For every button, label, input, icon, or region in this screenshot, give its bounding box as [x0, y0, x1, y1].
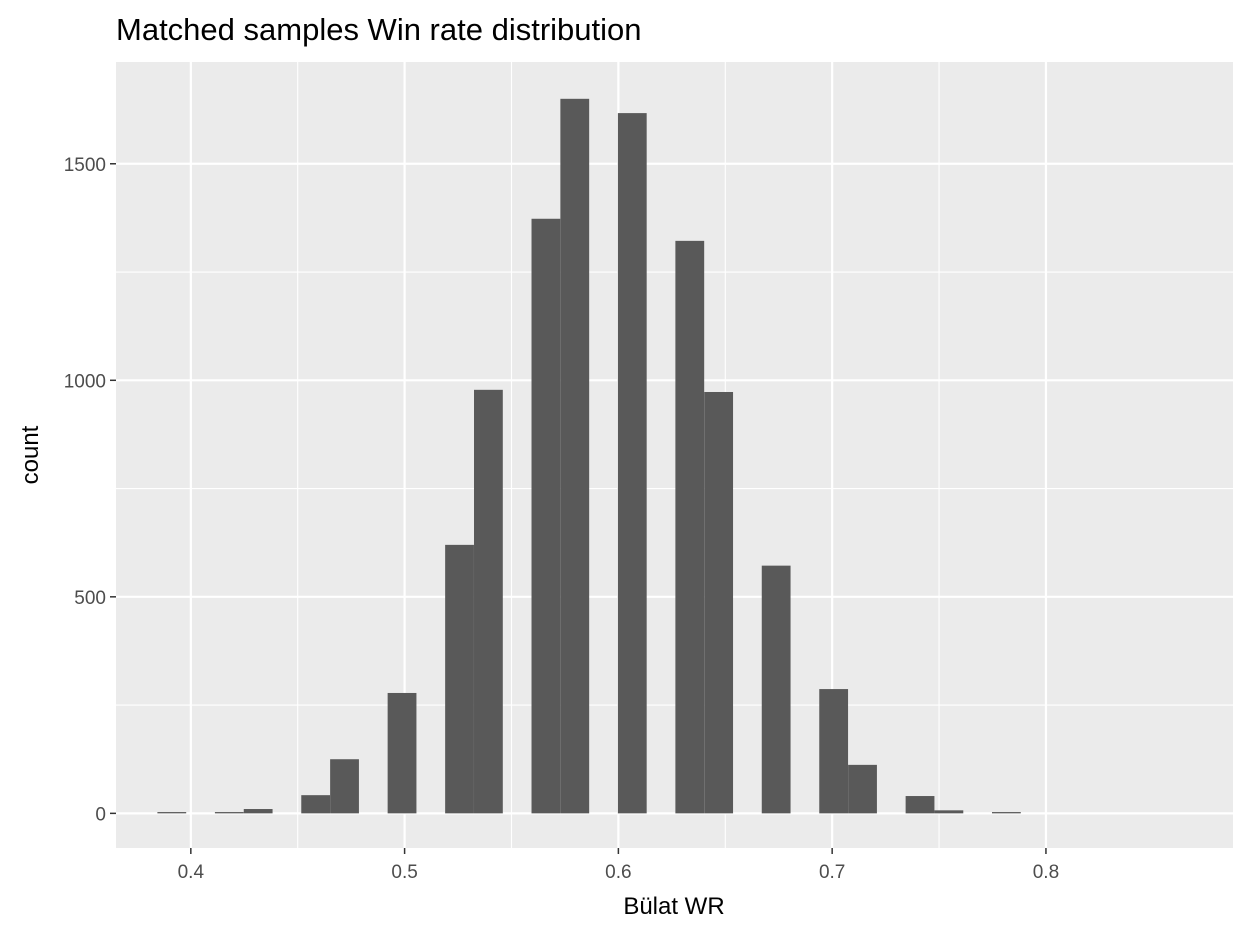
y-tick-label: 1500	[64, 155, 106, 176]
histogram-bar	[474, 389, 503, 814]
histogram-bar	[819, 689, 849, 814]
histogram-bars	[157, 98, 1021, 814]
histogram-bar	[704, 391, 734, 814]
histogram-bar	[330, 759, 359, 814]
histogram-bar	[848, 764, 877, 814]
x-tick-label: 0.6	[605, 862, 631, 883]
x-tick-label: 0.4	[178, 862, 205, 883]
histogram-bar	[531, 218, 561, 814]
histogram-bar	[991, 812, 1021, 814]
y-tick-label: 500	[74, 588, 106, 609]
x-axis-title: Bülat WR	[623, 893, 724, 920]
y-tick-label: 0	[95, 804, 106, 825]
histogram-bar	[157, 812, 187, 814]
chart-title: Matched samples Win rate distribution	[116, 12, 642, 47]
histogram-bar	[445, 544, 474, 814]
histogram-bar	[560, 98, 590, 814]
minor-gridlines	[116, 62, 1233, 848]
plot-panel	[116, 62, 1233, 848]
histogram-bar	[617, 113, 647, 814]
histogram-bar	[214, 812, 244, 814]
x-tick-label: 0.7	[819, 862, 845, 883]
histogram-bar	[761, 565, 791, 814]
y-axis: 0 500 1000 1500	[64, 155, 116, 825]
x-tick-label: 0.5	[391, 862, 417, 883]
histogram-bar	[243, 809, 273, 814]
y-tick-label: 1000	[64, 371, 106, 392]
y-axis-title: count	[17, 425, 44, 484]
x-tick-label: 0.8	[1033, 862, 1059, 883]
histogram-bar	[387, 692, 417, 814]
x-axis: 0.4 0.5 0.6 0.7 0.8	[178, 848, 1059, 883]
histogram-bar	[934, 810, 964, 814]
histogram-bar	[675, 240, 705, 814]
histogram-bar	[301, 795, 331, 814]
histogram-bar	[905, 796, 935, 814]
